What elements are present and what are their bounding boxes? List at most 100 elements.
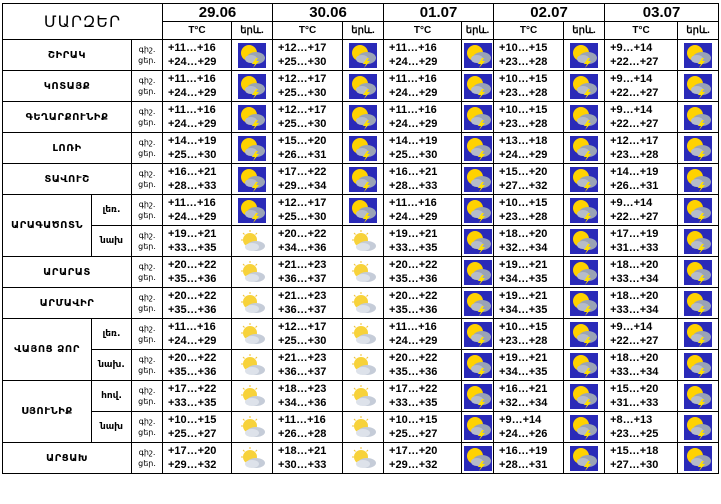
weather-icon-cell: [677, 287, 720, 319]
night-temp: +11…+16: [389, 42, 437, 54]
night-temp: +17…+20: [389, 445, 438, 457]
weather-icon-cell: [342, 380, 385, 412]
weather-icon-cell: [461, 163, 495, 195]
night-temp: +11…+16: [389, 321, 437, 333]
day-night-label: գիշ. ցեր.: [131, 101, 163, 133]
day-temp: +29…+32: [389, 459, 438, 471]
temp-cell: +11…+16 +24…+29: [383, 101, 463, 133]
night-temp: +14…+19: [610, 166, 659, 178]
night-label: գիշ.: [138, 138, 156, 147]
temp-cell: +17…+20 +29…+32: [383, 442, 463, 474]
day-temp: +28…+31: [499, 459, 548, 471]
weather-icon-cell: [342, 442, 385, 474]
temp-cell: +10…+15 +23…+28: [493, 318, 565, 350]
subregion-label: հով.: [91, 380, 132, 412]
day-temp: +31…+33: [610, 397, 659, 409]
night-label: գիշ.: [138, 45, 156, 54]
day-label: ցեր.: [138, 335, 156, 344]
day-temp: +34…+36: [278, 397, 327, 409]
day-temp: +33…+35: [389, 242, 438, 254]
temp-cell: +19…+21 +33…+35: [162, 225, 232, 257]
storm-icon: [232, 135, 272, 161]
day-night-label: գիշ. ցեր.: [131, 194, 163, 226]
day-temp: +36…+37: [278, 304, 327, 316]
day-temp: +32…+34: [499, 397, 548, 409]
weather-icon-cell: [677, 442, 720, 474]
night-temp: +17…+20: [168, 445, 217, 457]
day-temp: +23…+28: [499, 211, 548, 223]
night-temp: +10…+15: [499, 42, 548, 54]
temp-cell: +18…+20 +32…+34: [493, 225, 565, 257]
storm-icon: [462, 73, 493, 99]
day-temp: +24…+29: [168, 335, 217, 347]
day-label: ցեր.: [138, 366, 156, 375]
night-temp: +16…+21: [168, 166, 217, 178]
partly-cloudy-icon: [232, 290, 272, 316]
storm-icon: [678, 135, 718, 161]
day-temp: +35…+36: [389, 273, 438, 285]
weather-icon-cell: [230, 349, 274, 381]
region-name: ԳԵՂԱՐՔՈՒՆԻՔ: [2, 101, 132, 133]
storm-icon: [462, 383, 493, 409]
temp-cell: +12…+17 +25…+30: [272, 318, 344, 350]
header-row: ՄԱՐԶԵՐ 29.06 30.06 01.07 02.07 03.07: [2, 3, 720, 40]
subregion-label: նախ: [91, 225, 132, 257]
temp-column-header: T°C: [272, 21, 344, 40]
weather-icon-cell: [461, 318, 495, 350]
partly-cloudy-icon: [343, 383, 383, 409]
weather-icon-cell: [563, 287, 606, 319]
night-temp: +12…+17: [278, 321, 327, 333]
temp-cell: +20…+22 +34…+36: [272, 225, 344, 257]
date-header: 02.07: [493, 3, 606, 22]
day-label: ցեր.: [138, 428, 156, 437]
day-temp: +35…+36: [168, 273, 217, 285]
weather-icon-cell: [563, 442, 606, 474]
day-temp: +25…+30: [168, 149, 217, 161]
day-night-label: գիշ. ցեր.: [131, 132, 163, 164]
storm-icon: [462, 259, 493, 285]
day-temp: +25…+30: [389, 149, 438, 161]
night-label: գիշ.: [138, 169, 156, 178]
day-temp: +33…+34: [610, 304, 659, 316]
day-label: ցեր.: [138, 459, 156, 468]
storm-icon: [462, 321, 493, 347]
night-temp: +12…+17: [278, 104, 327, 116]
night-label: գիշ.: [138, 386, 156, 395]
partly-cloudy-icon: [343, 321, 383, 347]
weather-icon-cell: [230, 194, 274, 226]
day-temp: +36…+37: [278, 366, 327, 378]
temp-cell: +15…+18 +27…+30: [604, 442, 679, 474]
day-label: ցեր.: [138, 118, 156, 127]
temp-cell: +16…+21 +32…+34: [493, 380, 565, 412]
night-temp: +10…+15: [499, 321, 548, 333]
temp-cell: +20…+22 +35…+36: [383, 287, 463, 319]
weather-icon-cell: [563, 380, 606, 412]
day-temp: +35…+36: [389, 304, 438, 316]
storm-icon: [678, 197, 718, 223]
weather-icon-cell: [461, 132, 495, 164]
night-temp: +17…+22: [278, 166, 327, 178]
partly-cloudy-icon: [343, 290, 383, 316]
day-temp: +23…+28: [499, 87, 548, 99]
weather-icon-cell: [563, 411, 606, 443]
weather-icon-cell: [677, 380, 720, 412]
region-name: ԼՈՌԻ: [2, 132, 132, 164]
weather-icon-cell: [677, 70, 720, 102]
day-label: ցեր.: [138, 304, 156, 313]
day-night-label: գիշ. ցեր.: [131, 225, 163, 257]
day-temp: +23…+28: [499, 335, 548, 347]
day-temp: +30…+33: [278, 459, 327, 471]
temp-cell: +12…+17 +25…+30: [272, 39, 344, 71]
weather-icon-cell: [677, 256, 720, 288]
weather-icon-cell: [230, 101, 274, 133]
night-temp: +11…+16: [168, 321, 216, 333]
temp-cell: +10…+15 +23…+28: [493, 101, 565, 133]
storm-icon: [678, 383, 718, 409]
day-temp: +25…+30: [278, 335, 327, 347]
day-temp: +25…+27: [168, 428, 217, 440]
day-temp: +24…+29: [389, 335, 438, 347]
temp-cell: +15…+20 +31…+33: [604, 380, 679, 412]
temp-cell: +14…+19 +25…+30: [383, 132, 463, 164]
night-label: գիշ.: [138, 355, 156, 364]
night-temp: +18…+21: [278, 445, 327, 457]
